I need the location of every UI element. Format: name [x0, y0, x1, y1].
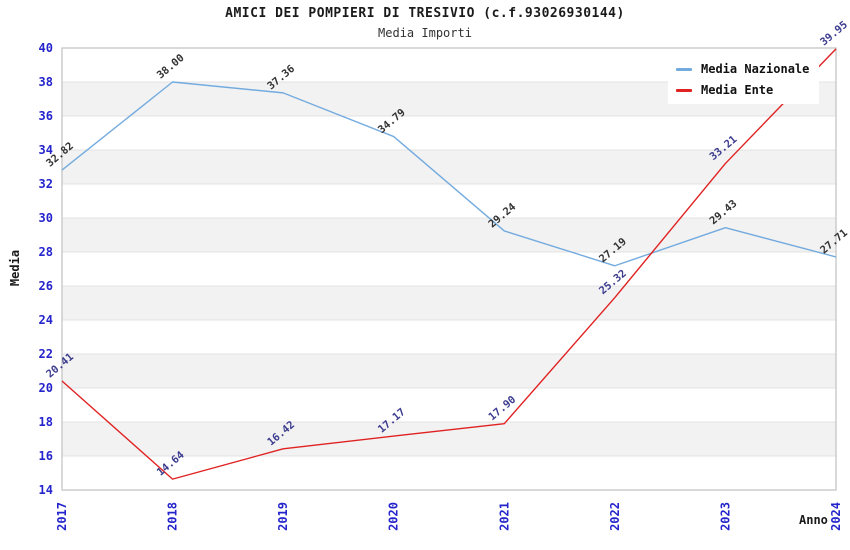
- plot-border: [61, 47, 837, 491]
- legend-swatch-media-ente: [676, 88, 692, 92]
- y-tick-label: 30: [39, 211, 53, 225]
- grid-band: [62, 150, 836, 184]
- y-tick-label: 38: [39, 75, 53, 89]
- y-tick-label: 16: [39, 449, 53, 463]
- x-tick-label: 2019: [276, 502, 290, 531]
- grid-band: [62, 286, 836, 320]
- y-tick-label: 26: [39, 279, 53, 293]
- x-tick-label: 2021: [497, 502, 511, 531]
- grid-band: [62, 218, 836, 252]
- y-tick-label: 24: [39, 313, 53, 327]
- grid-band: [62, 354, 836, 388]
- y-tick-label: 40: [39, 41, 53, 55]
- legend-item-media-nazionale: Media Nazionale: [676, 62, 809, 76]
- y-tick-label: 20: [39, 381, 53, 395]
- y-tick-label: 22: [39, 347, 53, 361]
- legend: Media Nazionale Media Ente: [668, 55, 820, 104]
- series-line-media-nazionale: [61, 81, 837, 267]
- chart-subtitle: Media Importi: [378, 26, 472, 40]
- y-tick-label: 14: [39, 483, 53, 497]
- x-tick-label: 2022: [608, 502, 622, 531]
- y-tick-label: 34: [39, 143, 53, 157]
- legend-label: Media Nazionale: [701, 62, 810, 76]
- chart-title: AMICI DEI POMPIERI DI TRESIVIO (c.f.9302…: [225, 6, 625, 21]
- y-axis-label: Media: [8, 249, 22, 287]
- data-label: 39.95: [818, 19, 850, 49]
- y-tick-label: 28: [39, 245, 53, 259]
- x-axis-label: Anno: [799, 513, 828, 527]
- legend-swatch-media-nazionale: [676, 67, 692, 71]
- x-tick-label: 2017: [55, 502, 69, 531]
- legend-label: Media Ente: [701, 83, 774, 97]
- series-line-media-ente: [61, 48, 837, 480]
- data-label: 38.00: [155, 52, 187, 82]
- grid-band: [62, 422, 836, 456]
- x-tick-label: 2024: [829, 502, 843, 531]
- y-tick-label: 18: [39, 415, 53, 429]
- y-tick-label: 32: [39, 177, 53, 191]
- y-tick-label: 36: [39, 109, 53, 123]
- x-tick-label: 2020: [387, 502, 401, 531]
- legend-item-media-ente: Media Ente: [676, 83, 809, 97]
- data-label: 17.90: [486, 394, 518, 424]
- x-tick-label: 2023: [718, 502, 732, 531]
- x-tick-label: 2018: [166, 502, 180, 531]
